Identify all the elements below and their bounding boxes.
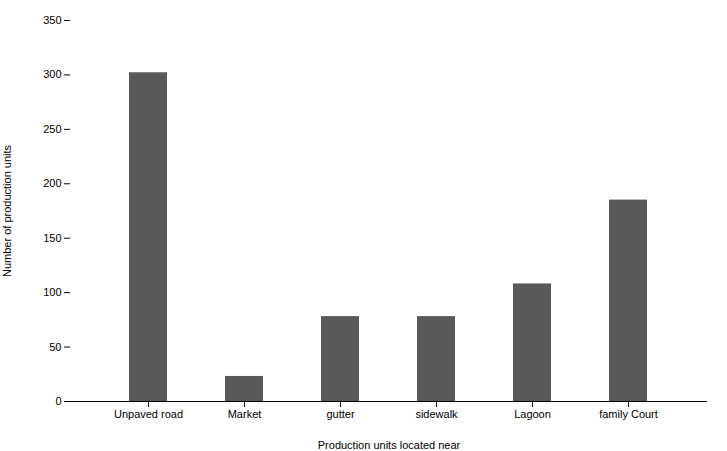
svg-text:gutter: gutter: [326, 408, 354, 420]
svg-text:Number of production units: Number of production units: [1, 144, 13, 277]
svg-text:Lagoon: Lagoon: [514, 408, 551, 420]
svg-text:250: 250: [43, 123, 61, 135]
svg-text:family Court: family Court: [599, 408, 658, 420]
svg-text:350: 350: [43, 14, 61, 26]
svg-text:0: 0: [55, 395, 61, 407]
svg-text:Market: Market: [228, 408, 262, 420]
svg-text:Production units located near: Production units located near: [318, 439, 461, 451]
svg-text:200: 200: [43, 177, 61, 189]
svg-text:150: 150: [43, 232, 61, 244]
svg-text:sidewalk: sidewalk: [415, 408, 458, 420]
svg-text:300: 300: [43, 68, 61, 80]
svg-text:50: 50: [49, 341, 61, 353]
svg-text:100: 100: [43, 286, 61, 298]
svg-text:Unpaved road: Unpaved road: [114, 408, 183, 420]
